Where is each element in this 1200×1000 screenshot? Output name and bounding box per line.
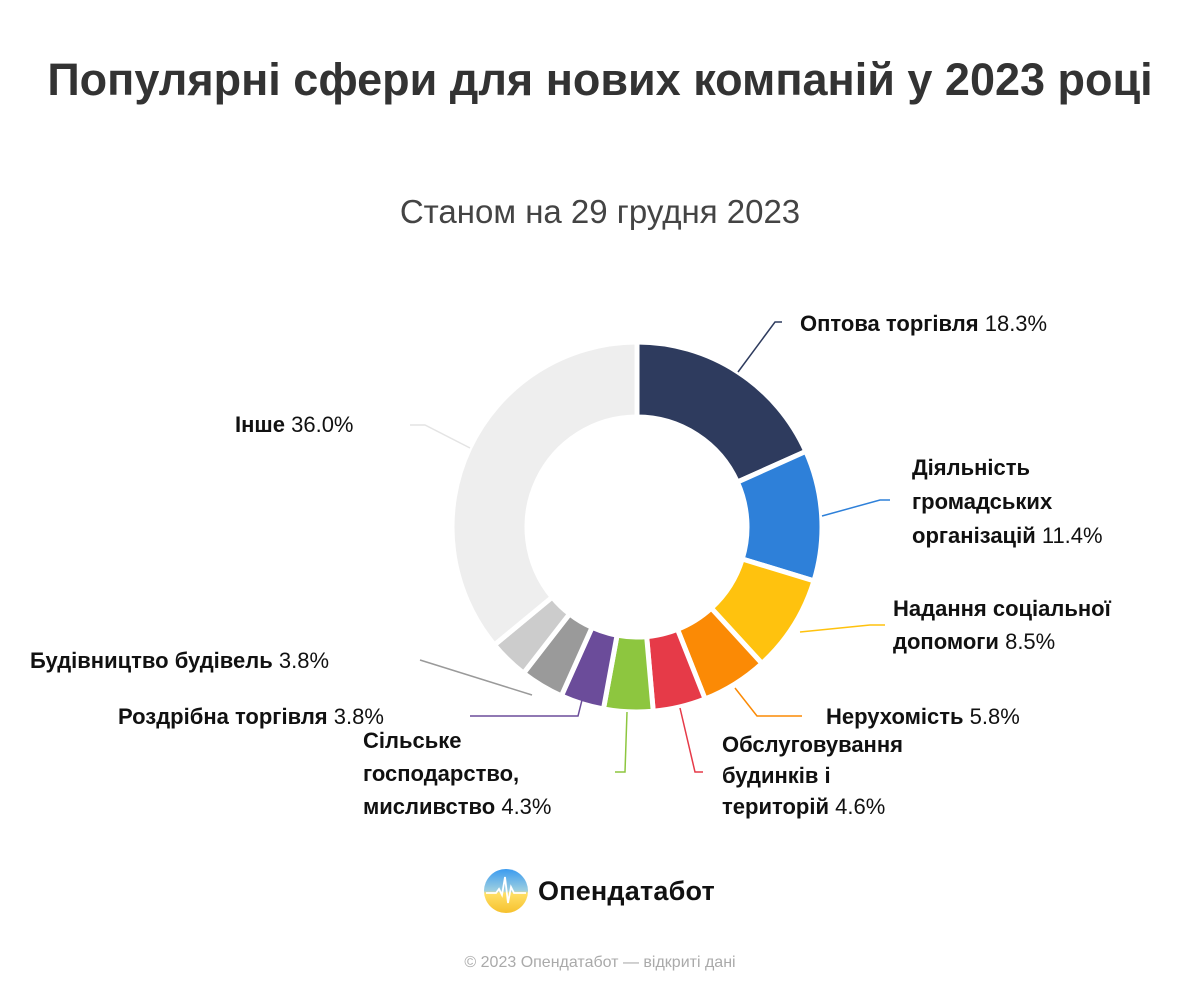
- data-label-wholesale: Оптова торгівля 18.3%: [800, 307, 1047, 340]
- label-name: будинків і: [722, 763, 831, 788]
- label-value: 3.8%: [278, 648, 330, 673]
- data-label-construction: Будівництво будівель 3.8%: [30, 644, 329, 677]
- data-label-agriculture: Сільське господарство, мисливство 4.3%: [363, 724, 551, 823]
- label-name: Обслуговування: [722, 732, 903, 757]
- label-name: Будівництво будівель: [30, 648, 273, 673]
- chart-title: Популярні сфери для нових компаній у 202…: [47, 54, 1153, 105]
- label-name: Нерухомість: [826, 704, 964, 729]
- leader-line-construction: [419, 659, 533, 696]
- leader-line-agriculture: [615, 711, 628, 773]
- data-label-social: Надання соціальної допомоги 8.5%: [893, 592, 1111, 658]
- label-name: мисливство: [363, 794, 496, 819]
- label-value: 4.6%: [835, 794, 886, 819]
- donut-slice-9: [449, 339, 640, 648]
- label-name: громадських: [912, 489, 1053, 514]
- leader-line-retail: [470, 699, 583, 717]
- data-label-realestate: Нерухомість 5.8%: [826, 700, 1020, 733]
- data-label-ngo: Діяльність громадських організацій 11.4%: [912, 451, 1103, 553]
- brand-name: Опендатабот: [538, 875, 715, 906]
- label-name: Оптова торгівля: [800, 311, 979, 336]
- label-name: Надання соціальної: [893, 596, 1111, 621]
- data-label-services: Обслуговування будинків і територій 4.6%: [722, 729, 903, 822]
- data-label-other: Інше 36.0%: [235, 408, 354, 441]
- leader-line-realestate: [734, 687, 802, 717]
- label-name: Діяльність: [912, 455, 1031, 480]
- leader-line-wholesale: [737, 321, 782, 373]
- label-value: 36.0%: [291, 412, 354, 437]
- brand-logo: Опендатабот: [484, 869, 715, 913]
- chart-subtitle: Станом на 29 грудня 2023: [399, 193, 801, 230]
- label-value: 4.3%: [501, 794, 552, 819]
- label-value: 8.5%: [1005, 629, 1056, 654]
- footer-copyright: © 2023 Опендатабот — відкриті дані: [464, 954, 736, 971]
- label-value: 3.8%: [333, 704, 384, 729]
- opendatabot-logo-icon: [484, 869, 528, 913]
- label-name: організацій: [912, 523, 1036, 548]
- label-name: Сільське: [363, 728, 462, 753]
- leader-line-services: [679, 707, 703, 773]
- label-name: господарство,: [363, 761, 520, 786]
- leader-line-ngo: [821, 499, 890, 517]
- label-value: 18.3%: [984, 311, 1048, 336]
- label-name: Роздрібна торгівля: [118, 704, 328, 729]
- label-name: територій: [722, 794, 829, 819]
- label-name: Інше: [235, 412, 285, 437]
- label-name: допомоги: [893, 629, 999, 654]
- leader-line-social: [799, 624, 885, 633]
- label-value: 5.8%: [969, 704, 1020, 729]
- label-value: 11.4%: [1041, 523, 1103, 548]
- data-label-retail: Роздрібна торгівля 3.8%: [118, 700, 384, 733]
- leader-line-other: [410, 424, 471, 449]
